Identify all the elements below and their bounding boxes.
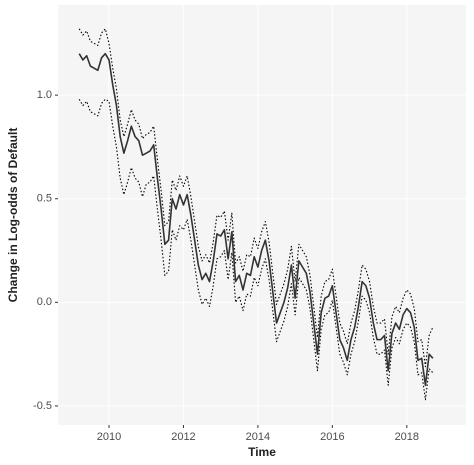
x-tick-label: 2010 [97, 431, 121, 443]
x-axis-title: Time [248, 445, 276, 459]
x-tick-label: 2016 [320, 431, 344, 443]
y-axis-title: Change in Log-odds of Default [6, 128, 20, 303]
y-tick-label: 0.0 [37, 296, 52, 308]
series-line [78, 28, 434, 368]
x-tick-label: 2014 [246, 431, 270, 443]
plot-panel [58, 5, 466, 425]
series-line [78, 52, 434, 387]
y-tick-label: 1.0 [37, 89, 52, 101]
y-tick-label: 0.5 [37, 193, 52, 205]
x-tick-label: 2012 [171, 431, 195, 443]
series-line [78, 98, 434, 401]
x-tick-label: 2018 [395, 431, 419, 443]
y-tick-label: -0.5 [33, 400, 52, 412]
